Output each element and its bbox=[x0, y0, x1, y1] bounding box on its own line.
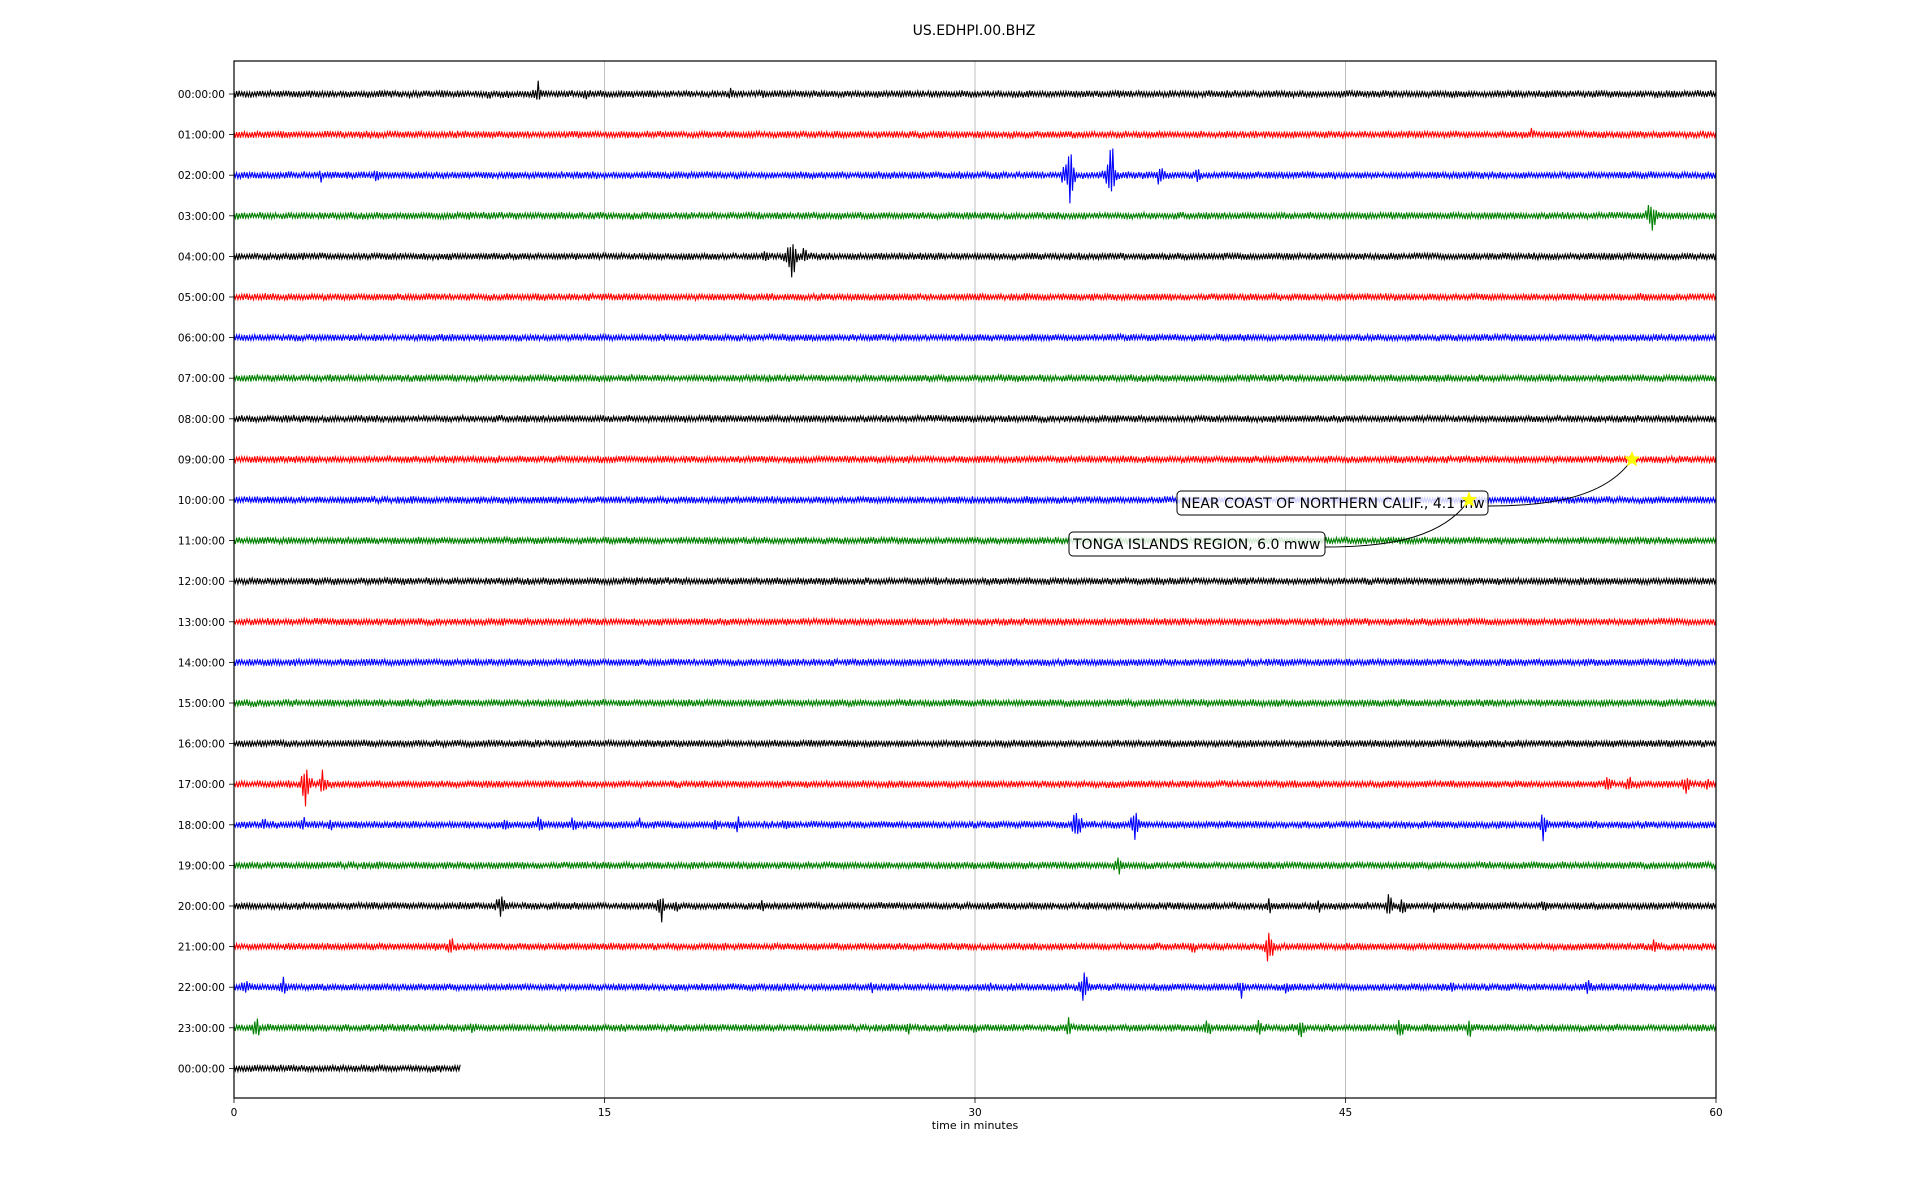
y-tick-labels: 00:00:00 01:00:00 02:00:00 03:00:00 04:00:00… bbox=[178, 89, 234, 1075]
trace-row-5 bbox=[233, 291, 1717, 303]
y-tick-label-5: 05:00:00 bbox=[178, 292, 225, 304]
trace-row-24 bbox=[233, 1063, 461, 1074]
y-tick-label-19: 19:00:00 bbox=[178, 860, 225, 872]
y-tick-label-4: 04:00:00 bbox=[178, 251, 225, 263]
y-tick-label-2: 02:00:00 bbox=[178, 170, 225, 182]
x-tick-label-0: 0 bbox=[231, 1107, 238, 1119]
y-tick-label-17: 17:00:00 bbox=[178, 779, 225, 791]
x-axis-ticks: 0 15 30 45 60 bbox=[231, 1098, 1723, 1119]
trace-row-12 bbox=[233, 575, 1717, 587]
y-tick-label-12: 12:00:00 bbox=[178, 576, 225, 588]
annotation-box-1 bbox=[1068, 531, 1326, 557]
y-tick-label-11: 11:00:00 bbox=[178, 536, 225, 548]
y-tick-label-14: 14:00:00 bbox=[178, 657, 225, 669]
x-tick-label-15: 15 bbox=[598, 1107, 611, 1119]
annotation-connector-0 bbox=[1487, 459, 1633, 507]
trace-row-13 bbox=[233, 616, 1717, 628]
trace-row-14 bbox=[233, 657, 1717, 668]
y-tick-label-22: 22:00:00 bbox=[178, 982, 225, 994]
y-tick-label-24: 00:00:00 bbox=[178, 1063, 225, 1075]
y-tick-label-9: 09:00:00 bbox=[178, 454, 225, 466]
trace-row-22 bbox=[233, 972, 1717, 1001]
y-tick-label-16: 16:00:00 bbox=[178, 739, 225, 751]
trace-row-16 bbox=[233, 738, 1717, 749]
y-tick-label-10: 10:00:00 bbox=[178, 495, 225, 507]
trace-row-21 bbox=[233, 932, 1717, 962]
trace-row-15 bbox=[233, 697, 1717, 709]
event-star-marker-0 bbox=[1623, 450, 1641, 467]
trace-row-11 bbox=[233, 535, 1717, 546]
x-tick-label-45: 45 bbox=[1339, 1107, 1352, 1119]
y-tick-label-7: 07:00:00 bbox=[178, 373, 225, 385]
trace-row-1 bbox=[233, 127, 1717, 141]
trace-row-7 bbox=[233, 372, 1717, 384]
trace-row-3 bbox=[233, 205, 1717, 231]
y-tick-label-0: 00:00:00 bbox=[178, 89, 225, 101]
annotation-text-0: NEAR COAST OF NORTHERN CALIF., 4.1 mw bbox=[1181, 496, 1485, 512]
trace-row-6 bbox=[233, 332, 1717, 343]
trace-row-18 bbox=[233, 812, 1717, 842]
x-axis-label: time in minutes bbox=[932, 1119, 1019, 1132]
trace-row-0 bbox=[233, 80, 1717, 100]
y-tick-label-15: 15:00:00 bbox=[178, 698, 225, 710]
trace-row-2 bbox=[233, 148, 1717, 204]
chart-title: US.EDHPI.00.BHZ bbox=[913, 23, 1036, 39]
trace-row-4 bbox=[233, 244, 1717, 278]
annotation-connector-1 bbox=[1324, 499, 1470, 548]
event-star-marker-1 bbox=[1460, 491, 1478, 508]
y-tick-label-3: 03:00:00 bbox=[178, 211, 225, 223]
y-tick-label-13: 13:00:00 bbox=[178, 617, 225, 629]
trace-row-23 bbox=[233, 1017, 1717, 1038]
annotation-text-1: TONGA ISLANDS REGION, 6.0 mww bbox=[1072, 537, 1320, 553]
y-tick-label-1: 01:00:00 bbox=[178, 130, 225, 142]
trace-row-8 bbox=[233, 413, 1717, 425]
x-tick-label-60: 60 bbox=[1709, 1107, 1722, 1119]
trace-row-9 bbox=[233, 454, 1717, 465]
event-annotations: NEAR COAST OF NORTHERN CALIF., 4.1 mw TON… bbox=[1068, 450, 1641, 557]
x-tick-label-30: 30 bbox=[968, 1107, 981, 1119]
trace-row-20 bbox=[233, 894, 1717, 923]
trace-row-17 bbox=[233, 769, 1717, 807]
annotation-box-0 bbox=[1176, 490, 1489, 516]
trace-row-19 bbox=[233, 857, 1717, 875]
y-tick-label-23: 23:00:00 bbox=[178, 1023, 225, 1035]
y-tick-label-20: 20:00:00 bbox=[178, 901, 225, 913]
y-tick-label-8: 08:00:00 bbox=[178, 414, 225, 426]
y-tick-label-18: 18:00:00 bbox=[178, 820, 225, 832]
y-tick-label-6: 06:00:00 bbox=[178, 333, 225, 345]
y-tick-label-21: 21:00:00 bbox=[178, 942, 225, 954]
